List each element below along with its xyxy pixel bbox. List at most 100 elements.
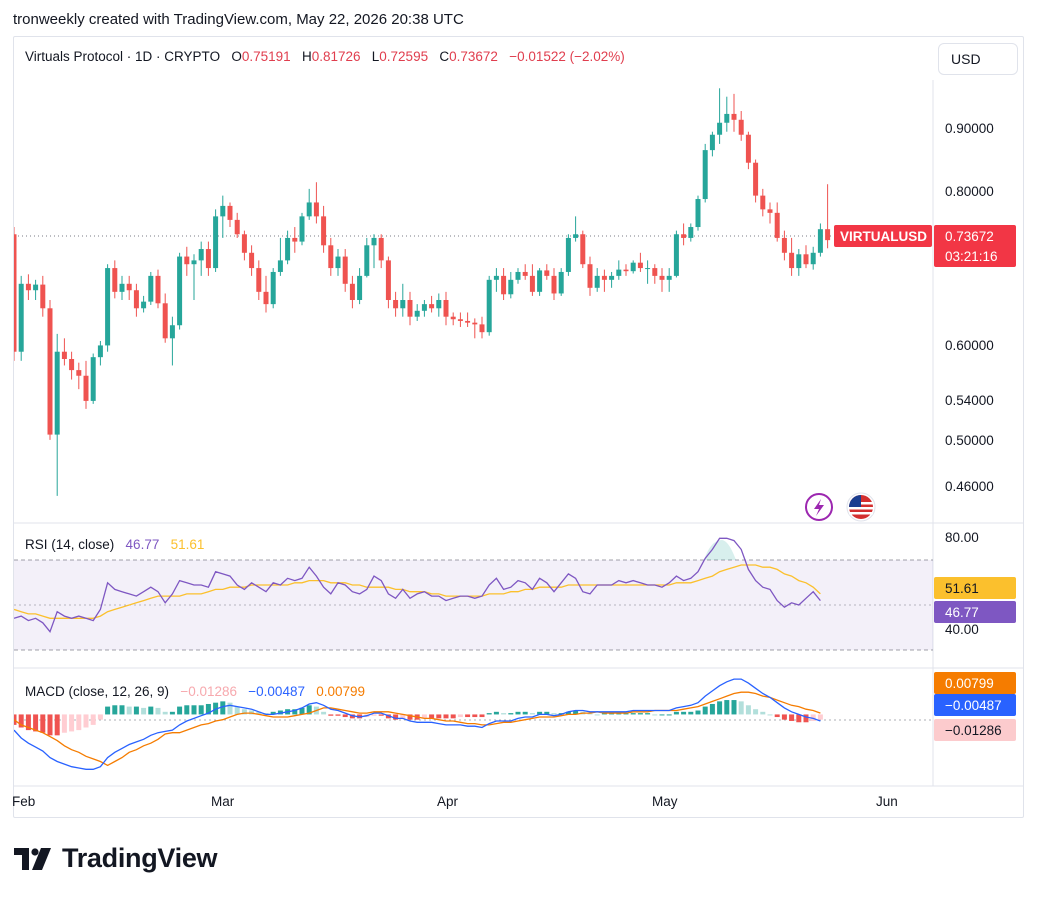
macd-line-label: −0.00487	[945, 698, 1002, 713]
candle	[385, 256, 391, 309]
candle	[349, 275, 355, 309]
macd-histogram-bar	[328, 714, 334, 716]
macd-histogram-bar	[457, 714, 463, 718]
macd-histogram-bar	[191, 705, 197, 715]
candle	[767, 202, 773, 224]
macd-signal-value: 0.00799	[316, 684, 366, 699]
candlestick-series	[14, 88, 831, 496]
rsi-label-box	[934, 601, 1016, 623]
macd-histogram-bar	[637, 713, 643, 715]
tradingview-logo[interactable]: TradingView	[14, 843, 218, 874]
currency-selector[interactable]: USD	[938, 43, 1018, 75]
macd-histogram-bar	[537, 711, 543, 715]
macd-signal-label-box	[934, 672, 1016, 694]
candle	[400, 283, 406, 317]
macd-histogram-bar	[141, 707, 147, 715]
candle	[198, 241, 204, 276]
rsi-ma-label: 51.61	[945, 581, 979, 596]
us-flag-icon[interactable]	[846, 492, 876, 522]
macd-signal-line	[14, 691, 821, 767]
macd-histogram-bar	[753, 709, 759, 715]
candle	[724, 96, 730, 132]
candle	[810, 246, 816, 270]
candle	[544, 264, 550, 280]
price-tick: 0.46000	[945, 479, 994, 494]
candle	[105, 264, 111, 352]
macd-histogram-bar	[148, 706, 154, 715]
macd-histogram-bar	[587, 713, 593, 715]
macd-histogram-bar	[652, 714, 658, 716]
macd-histogram-bar	[25, 714, 31, 731]
candle	[220, 195, 226, 238]
macd-line-value: −0.00487	[248, 684, 305, 699]
macd-histogram-bar	[198, 705, 204, 715]
macd-histogram-bar	[630, 713, 636, 715]
lightning-icon[interactable]	[805, 493, 833, 521]
macd-histogram-bar	[472, 714, 478, 718]
macd-histogram-bar	[479, 714, 485, 718]
price-tick: 0.60000	[945, 338, 994, 353]
close-value: 0.73672	[449, 49, 498, 64]
candle	[537, 268, 543, 296]
macd-hist-label: −0.01286	[945, 723, 1002, 738]
rsi-value: 46.77	[125, 537, 160, 552]
macd-histogram-bar	[61, 714, 67, 733]
candle	[637, 252, 643, 272]
candle	[594, 268, 600, 292]
macd-histogram-bar	[565, 711, 571, 715]
candle	[213, 209, 219, 272]
rsi-title: RSI (14, close)	[25, 537, 115, 552]
candle	[515, 268, 521, 284]
candle	[83, 360, 89, 409]
candle	[731, 93, 737, 132]
candle	[321, 205, 327, 253]
macd-histogram-bar	[241, 709, 247, 715]
macd-histogram-bar	[306, 705, 312, 715]
candle	[753, 159, 759, 203]
candle	[443, 291, 449, 326]
macd-histogram-bar	[717, 701, 723, 715]
time-tick: Apr	[437, 794, 459, 809]
open-value: 0.75191	[241, 49, 291, 64]
time-tick: Mar	[211, 794, 235, 809]
candle	[609, 271, 615, 288]
macd-histogram-bar	[126, 706, 132, 715]
candle	[277, 237, 283, 276]
macd-histogram-bar	[673, 711, 679, 715]
candle	[551, 268, 557, 300]
candle	[25, 274, 31, 300]
macd-histogram-bar	[789, 714, 795, 721]
change-value: −0.01522 (−2.02%)	[509, 49, 625, 64]
candle	[47, 300, 53, 440]
macd-histogram-bar	[544, 711, 550, 715]
macd-histogram-bar	[429, 714, 435, 719]
main-legend: Virtuals Protocol · 1D · CRYPTO O0.75191…	[25, 49, 625, 64]
candle	[738, 111, 744, 141]
candle	[249, 245, 255, 276]
candle	[702, 143, 708, 203]
candle	[666, 268, 672, 292]
symbol-title: Virtuals Protocol · 1D · CRYPTO	[25, 49, 221, 64]
candle	[335, 249, 341, 276]
macd-histogram-bar	[220, 701, 226, 715]
candle	[313, 182, 319, 224]
candle	[774, 202, 780, 242]
candle	[97, 340, 103, 366]
candle	[371, 234, 377, 269]
candle	[414, 304, 420, 321]
candle	[630, 260, 636, 274]
rsi-label: 46.77	[945, 605, 979, 620]
candle	[306, 188, 312, 220]
macd-histogram-bar	[184, 705, 190, 715]
candle	[270, 268, 276, 309]
candle	[825, 184, 831, 249]
candle	[357, 268, 363, 305]
candle	[299, 212, 305, 246]
high-value: 0.81726	[311, 49, 361, 64]
candle	[285, 230, 291, 265]
macd-histogram-bar	[90, 714, 96, 725]
candle	[342, 249, 348, 292]
rsi-ma-value: 51.61	[170, 537, 205, 552]
macd-histogram-bar	[616, 713, 622, 715]
